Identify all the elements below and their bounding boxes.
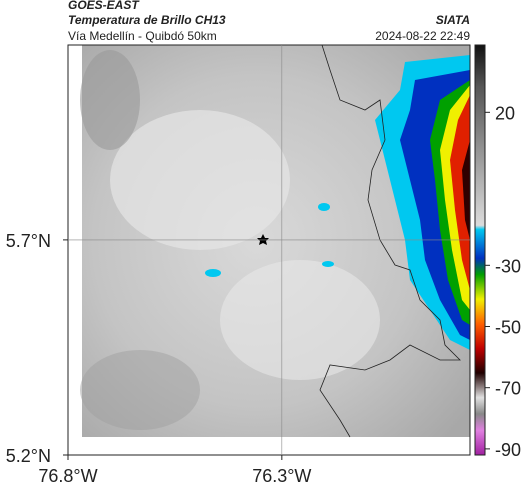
map-frame: [67, 44, 471, 456]
y-tick-label: 5.2°N: [6, 446, 51, 466]
title: GOES-EAST: [68, 0, 140, 12]
source: SIATA: [436, 13, 470, 27]
satellite-image: [80, 44, 470, 438]
x-tick-label: 76.3°W: [252, 466, 311, 486]
colorbar-tick-label: -90: [495, 440, 521, 460]
location: Vía Medellín - Quibdó 50km: [68, 29, 217, 43]
datetime: 2024-08-22 22:49: [375, 29, 470, 43]
location-marker: [257, 234, 269, 245]
colorbar-tick-label: -50: [495, 317, 521, 337]
colorbar-tick-label: -30: [495, 256, 521, 276]
colorbar: [474, 44, 486, 456]
colorbar-tick-label: 20: [495, 103, 515, 123]
x-tick-label: 76.8°W: [38, 466, 97, 486]
colorbar-tick-label: -70: [495, 379, 521, 399]
y-tick-label: 5.7°N: [6, 231, 51, 251]
subtitle: Temperatura de Brillo CH13: [68, 13, 226, 27]
